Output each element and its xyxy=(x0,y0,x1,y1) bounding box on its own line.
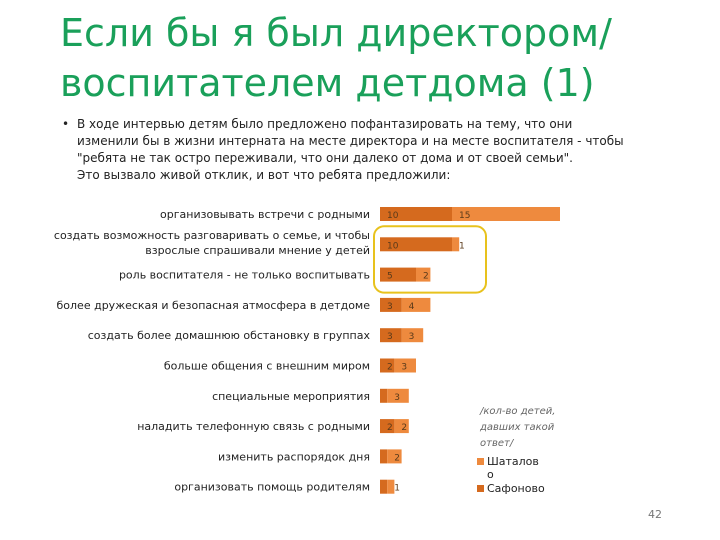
data-label: 3 xyxy=(409,332,415,342)
bar-segment xyxy=(394,358,416,373)
category-label: роль воспитателя - не только воспитывать xyxy=(119,269,370,282)
bar-segment xyxy=(380,419,395,434)
data-label: 3 xyxy=(387,302,393,312)
legend-label: Шаталов xyxy=(487,455,539,468)
data-label: 5 xyxy=(387,272,393,282)
bar-segment xyxy=(387,449,402,464)
bar-segment xyxy=(380,328,402,343)
highlight-outline xyxy=(373,225,487,294)
data-label: 2 xyxy=(387,423,393,433)
bar-segment xyxy=(380,267,416,282)
category-label: наладить телефонную связь с родными xyxy=(137,420,370,433)
category-label: более дружеская и безопасная атмосфера в… xyxy=(57,299,371,312)
category-label: специальные мероприятия xyxy=(212,390,370,403)
bar-segment xyxy=(380,297,402,312)
bar-segment xyxy=(452,207,560,221)
bar-segment xyxy=(380,358,395,373)
category-label: изменить распорядок дня xyxy=(218,450,370,463)
bullet-icon: • xyxy=(62,117,70,131)
chart-note: /кол-во детей, давших такой ответ/ xyxy=(480,406,556,449)
category-label: больше общения с внешним миром xyxy=(164,360,370,373)
bar-segment xyxy=(380,388,388,403)
category-label: организовывать встречи с родными xyxy=(160,208,370,221)
chart-legend: Шаталов о Сафоново xyxy=(477,455,545,496)
data-label: 3 xyxy=(401,363,407,373)
intro-paragraph: • В ходе интервью детям было предложено … xyxy=(62,116,682,184)
bar-segment xyxy=(380,449,388,464)
category-label: организовать помощь родителям xyxy=(174,481,370,494)
data-label: 2 xyxy=(387,363,393,373)
bar-segment xyxy=(394,419,409,434)
data-label: 2 xyxy=(423,272,429,282)
legend-swatch xyxy=(477,485,484,492)
data-label: 10 xyxy=(387,211,399,221)
bar-segment xyxy=(387,388,409,403)
data-label: 4 xyxy=(409,302,415,312)
page-number: 42 xyxy=(648,508,662,521)
bar-segment xyxy=(380,479,388,494)
category-label: создать более домашнюю обстановку в груп… xyxy=(88,329,371,342)
bar-segment xyxy=(401,328,424,343)
legend-label: Сафоново xyxy=(487,482,545,495)
data-label: 1 xyxy=(394,484,400,494)
bar-segment xyxy=(387,479,395,494)
intro-line: изменили бы в жизни интерната на месте д… xyxy=(77,134,624,148)
bar-segment xyxy=(380,207,452,221)
legend-label: о xyxy=(487,468,494,481)
stacked-bar-chart: организовывать встречи с родными 10 15созд… xyxy=(54,207,560,494)
intro-line: В ходе интервью детям было предложено по… xyxy=(77,117,573,131)
intro-line: "ребята не так остро переживали, что они… xyxy=(77,151,573,165)
data-label: 2 xyxy=(394,453,400,463)
bar-segment xyxy=(401,297,431,312)
data-label: 3 xyxy=(387,332,393,342)
bar-segment xyxy=(452,237,460,252)
data-label: 15 xyxy=(459,211,470,221)
intro-line: Это вызвало живой отклик, и вот что ребя… xyxy=(77,168,451,182)
bar-segment xyxy=(380,237,452,252)
bar-segment xyxy=(416,267,431,282)
legend-item: Сафоново xyxy=(477,482,545,495)
data-label: 3 xyxy=(394,393,400,403)
category-label: создать возможность разговаривать о семь… xyxy=(54,229,370,242)
data-label: 1 xyxy=(459,241,465,251)
legend-swatch xyxy=(477,458,484,465)
category-label: взрослые спрашивали мнение у детей xyxy=(145,244,370,257)
page-title: Если бы я был директором/ воспитателем д… xyxy=(60,11,612,105)
data-label: 2 xyxy=(401,423,407,433)
legend-item: Шаталов о xyxy=(477,455,545,481)
data-label: 10 xyxy=(387,241,399,251)
